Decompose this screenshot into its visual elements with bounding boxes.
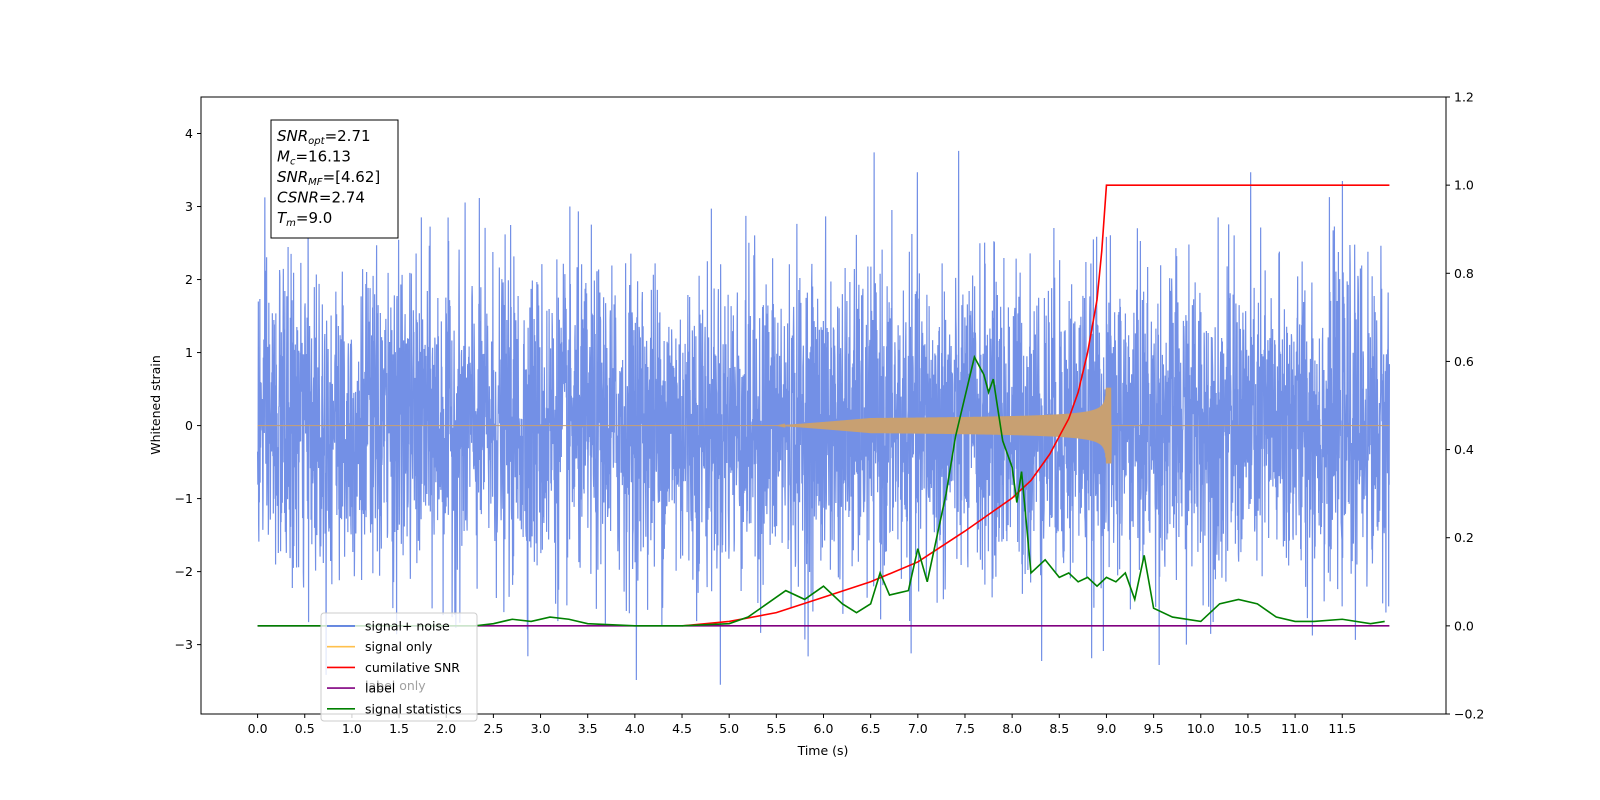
series-line-signal-only <box>257 387 1390 464</box>
y-right-tick-label: 0.8 <box>1454 266 1474 281</box>
x-tick-label: 6.5 <box>861 721 881 736</box>
x-tick-label: 2.0 <box>436 721 456 736</box>
legend-label: signal only <box>365 639 433 654</box>
y-axis-left-ticks: −3 −2 −1 0 1 2 3 4 <box>175 126 201 652</box>
x-tick-label: 3.5 <box>578 721 598 736</box>
legend-label: signal statistics <box>365 701 462 716</box>
info-box: SNRopt=2.71Mc=16.13SNRMF=[4.62]CSNR=2.74… <box>270 119 399 239</box>
x-tick-label: 1.0 <box>342 721 362 736</box>
plot-series <box>256 150 1391 685</box>
x-tick-label: 7.5 <box>955 721 975 736</box>
x-tick-label: 10.5 <box>1234 721 1262 736</box>
y-axis-right-ticks: −0.2 0.0 0.2 0.4 0.6 0.8 1.0 1.2 <box>1446 90 1484 722</box>
info-line: Mc=16.13 <box>277 148 351 168</box>
x-tick-label: 6.0 <box>814 721 834 736</box>
x-tick-label: 3.0 <box>531 721 551 736</box>
y-left-tick-label: −2 <box>175 564 193 579</box>
legend-label: signal+ noise <box>365 619 450 634</box>
legend-hidden-text: label only <box>365 678 426 693</box>
y-right-tick-label: 0.6 <box>1454 354 1474 369</box>
y-right-tick-label: 1.0 <box>1454 178 1474 193</box>
info-line: Tm=9.0 <box>277 209 332 229</box>
x-tick-label: 2.5 <box>483 721 503 736</box>
y-left-tick-label: 4 <box>185 126 193 141</box>
y-right-tick-label: −0.2 <box>1454 707 1484 722</box>
info-line: SNRopt=2.71 <box>277 127 371 147</box>
x-tick-label: 8.5 <box>1049 721 1069 736</box>
x-tick-label: 4.0 <box>625 721 645 736</box>
x-tick-label: 9.0 <box>1097 721 1117 736</box>
legend: label only signal+ noise signal only cumil… <box>320 612 478 722</box>
x-tick-label: 11.5 <box>1328 721 1356 736</box>
y-right-tick-label: 0.0 <box>1454 618 1474 633</box>
x-tick-label: 7.0 <box>908 721 928 736</box>
x-tick-label: 10.0 <box>1187 721 1215 736</box>
info-line: CSNR=2.74 <box>277 189 365 207</box>
y-right-tick-label: 0.4 <box>1454 442 1474 457</box>
y-right-tick-label: 0.2 <box>1454 530 1474 545</box>
legend-label: label <box>365 681 395 696</box>
x-tick-label: 5.5 <box>766 721 786 736</box>
y-left-tick-label: 2 <box>185 272 193 287</box>
x-tick-label: 5.0 <box>719 721 739 736</box>
x-axis-ticks: 0.0 0.5 1.0 1.5 2.0 2.5 3.0 3.5 4.0 4.5 5.0 5.5 6.0 6… <box>248 714 1356 736</box>
series-line-cumilative-snr <box>681 184 1390 627</box>
y-left-tick-label: 1 <box>185 345 193 360</box>
x-tick-label: 1.5 <box>389 721 409 736</box>
y-left-tick-label: 0 <box>185 418 193 433</box>
x-tick-label: 11.0 <box>1281 721 1309 736</box>
legend-frame <box>320 612 478 722</box>
y-left-tick-label: −3 <box>175 637 193 652</box>
x-tick-label: 8.0 <box>1002 721 1022 736</box>
series-line-signal-statistics <box>257 354 1385 627</box>
y-left-tick-label: 3 <box>185 199 193 214</box>
info-box-frame <box>270 119 399 239</box>
y-right-tick-label: 1.2 <box>1454 90 1474 105</box>
x-tick-label: 0.0 <box>248 721 268 736</box>
y-left-tick-label: −1 <box>175 491 193 506</box>
x-tick-label: 9.5 <box>1144 721 1164 736</box>
info-line: SNRMF=[4.62] <box>277 168 380 188</box>
y-axis-left-label: Whitened strain <box>148 355 163 454</box>
x-tick-label: 0.5 <box>295 721 315 736</box>
x-tick-label: 4.5 <box>672 721 692 736</box>
series-line-signal-noise <box>256 150 1391 685</box>
legend-label: cumilative SNR <box>365 660 460 675</box>
x-axis-label: Time (s) <box>797 743 849 758</box>
